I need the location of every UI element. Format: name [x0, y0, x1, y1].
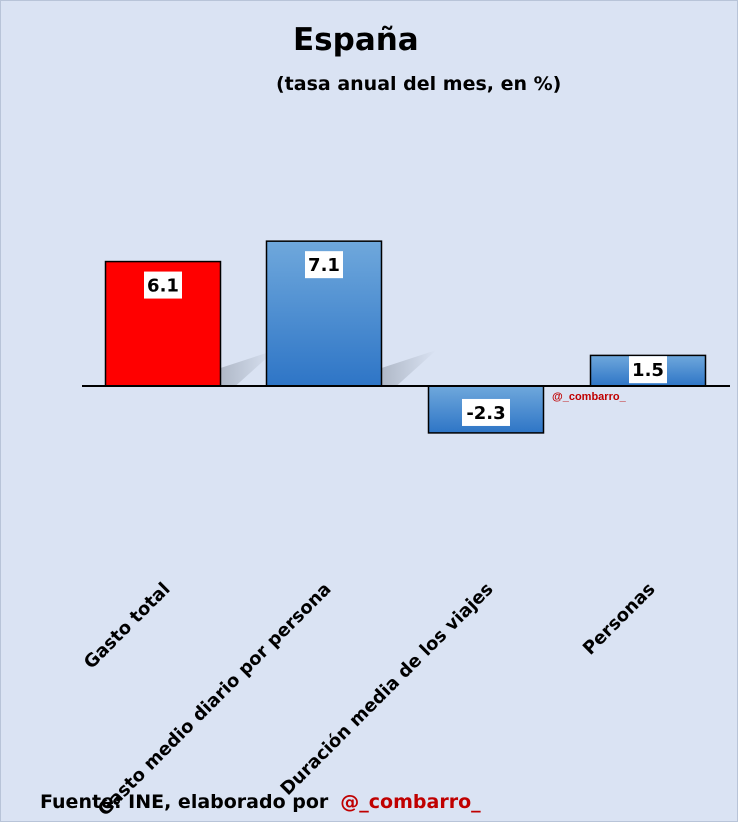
data-label: -2.3: [466, 403, 505, 424]
author-handle: @_combarro_: [340, 791, 481, 813]
category-label: Personas: [579, 579, 660, 660]
data-label-box: [144, 271, 182, 299]
data-label: 6.1: [147, 276, 179, 297]
watermark: @_combarro_: [552, 391, 627, 403]
data-label-box: [305, 251, 343, 279]
data-label-box: [462, 398, 510, 426]
data-label: 7.1: [308, 255, 340, 276]
source-text: Fuente: INE, elaborado por: [40, 791, 329, 813]
data-label: 1.5: [632, 360, 664, 381]
footer: Fuente: INE, elaborado por @_combarro_: [40, 791, 481, 813]
bar-shadow: [220, 350, 276, 386]
bar-shadow: [381, 350, 437, 386]
chart-subtitle: (tasa anual del mes, en %): [276, 73, 562, 95]
chart-title: España: [293, 22, 419, 58]
category-label: Gasto total: [80, 579, 175, 674]
data-label-box: [629, 356, 667, 384]
